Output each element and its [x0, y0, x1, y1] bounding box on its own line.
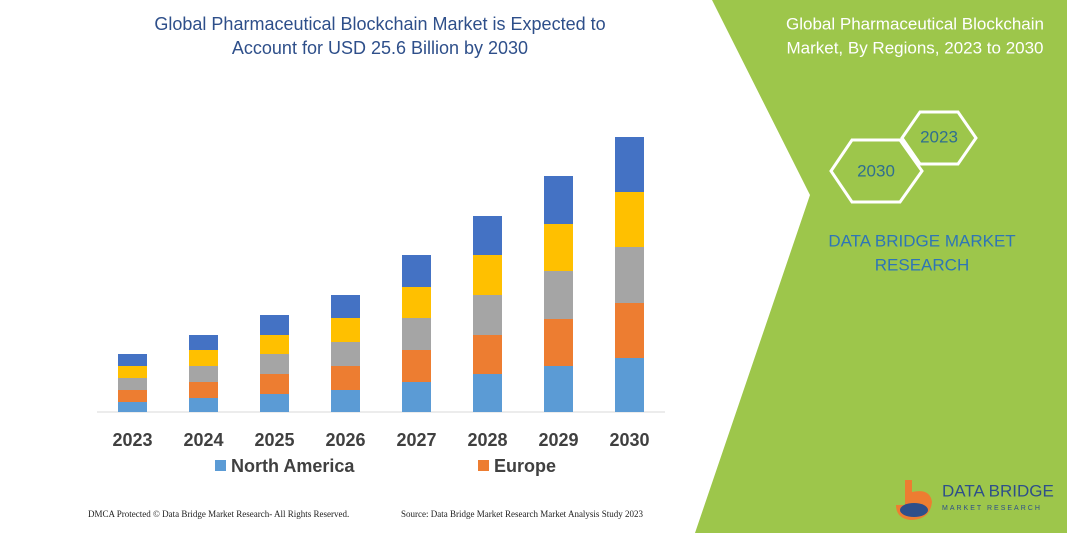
- brand-text: RESEARCH: [875, 255, 969, 274]
- bar-segment: [473, 216, 502, 255]
- bar-segment: [473, 374, 502, 412]
- hexagon: [900, 110, 978, 166]
- bar-segment: [260, 394, 289, 412]
- brand-text: DATA BRIDGE MARKET: [828, 231, 1015, 250]
- legend-swatch: [215, 460, 226, 471]
- chart-title: Global Pharmaceutical Blockchain Market …: [154, 14, 605, 34]
- x-tick-label: 2024: [183, 430, 223, 450]
- x-tick-label: 2028: [467, 430, 507, 450]
- bar-segment: [189, 350, 218, 366]
- bar-segment: [544, 366, 573, 412]
- bar-segment: [118, 402, 147, 412]
- footer-right: Source: Data Bridge Market Research Mark…: [401, 509, 643, 519]
- bar-segment: [260, 335, 289, 354]
- bar-segment: [544, 224, 573, 271]
- legend-label: North America: [231, 456, 355, 476]
- x-tick-label: 2029: [538, 430, 578, 450]
- bar-segment: [402, 318, 431, 350]
- bar-segment: [118, 378, 147, 390]
- logo: DATA BRIDGE MARKET RESEARCH: [896, 480, 1054, 520]
- bar-segment: [189, 366, 218, 382]
- bar-segment: [189, 335, 218, 350]
- x-tick-label: 2030: [609, 430, 649, 450]
- footer-left: DMCA Protected © Data Bridge Market Rese…: [88, 509, 349, 519]
- hexagon: [829, 138, 924, 204]
- bar-segment: [189, 382, 218, 398]
- x-tick-label: 2027: [396, 430, 436, 450]
- bar-segment: [544, 176, 573, 224]
- legend-label: Europe: [494, 456, 556, 476]
- bar-segment: [260, 315, 289, 335]
- side-title: Market, By Regions, 2023 to 2030: [786, 38, 1043, 57]
- bar-segment: [331, 342, 360, 366]
- hexagon-label: 2030: [857, 161, 895, 180]
- x-tick-label: 2023: [112, 430, 152, 450]
- bar-segment: [331, 318, 360, 342]
- bar-segment: [118, 366, 147, 378]
- bar-segment: [473, 255, 502, 295]
- bar-segment: [331, 390, 360, 412]
- bar-segment: [402, 287, 431, 318]
- chart-title: Account for USD 25.6 Billion by 2030: [232, 38, 528, 58]
- x-tick-label: 2026: [325, 430, 365, 450]
- bar-segment: [260, 354, 289, 374]
- bar-segment: [473, 295, 502, 335]
- bar-segment: [544, 319, 573, 366]
- logo-icon: [900, 503, 928, 517]
- bar-segment: [615, 192, 644, 247]
- bar-segment: [260, 374, 289, 394]
- bar-segment: [189, 398, 218, 412]
- logo-tagline: MARKET RESEARCH: [942, 505, 1042, 512]
- legend-swatch: [478, 460, 489, 471]
- side-title: Global Pharmaceutical Blockchain: [786, 14, 1044, 33]
- bar-segment: [402, 350, 431, 382]
- bar-segment: [473, 335, 502, 374]
- bar-segment: [615, 303, 644, 358]
- bar-segment: [615, 247, 644, 303]
- x-tick-label: 2025: [254, 430, 294, 450]
- bar-segment: [118, 390, 147, 402]
- bar-segment: [544, 271, 573, 319]
- bar-segment: [615, 137, 644, 192]
- bar-segment: [118, 354, 147, 366]
- bar-segment: [331, 295, 360, 318]
- bar-segment: [615, 358, 644, 412]
- logo-name: DATA BRIDGE: [942, 481, 1054, 500]
- bar-segment: [331, 366, 360, 390]
- bar-segment: [402, 255, 431, 287]
- hexagon-label: 2023: [920, 127, 958, 146]
- bar-segment: [402, 382, 431, 412]
